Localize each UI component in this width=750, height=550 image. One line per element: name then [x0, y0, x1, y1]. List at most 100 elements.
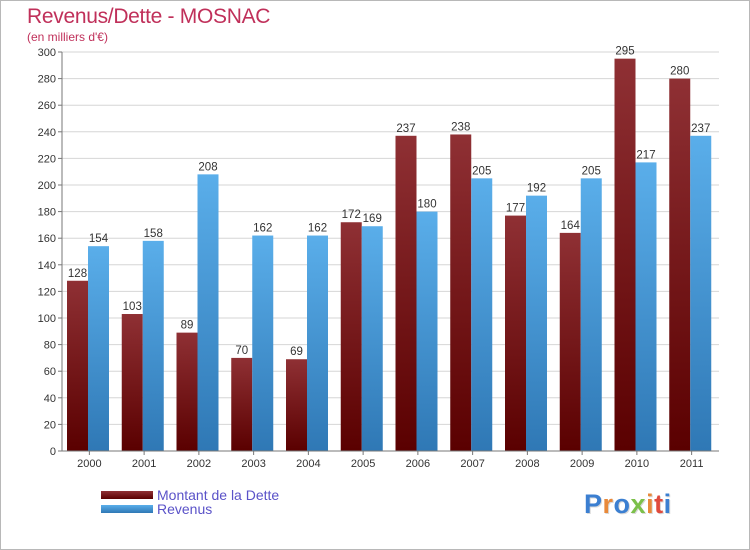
bar-revenus-2006 [416, 211, 438, 451]
bar-revenus-2001 [142, 240, 164, 451]
y-tick-label-60: 60 [44, 366, 56, 378]
y-axis-ticks: 0 20 40 60 80 100 120 140 160 180 200 220 240 260 280 3… [38, 47, 62, 458]
x-tick-label-2011: 2011 [680, 458, 704, 470]
value-label-revenus-2000: 154 [89, 233, 109, 245]
bar-dette-2002 [176, 332, 198, 451]
y-tick-label-300: 300 [38, 47, 56, 59]
y-tick-label-160: 160 [38, 233, 56, 245]
value-label-dette-2000: 128 [68, 268, 87, 280]
y-tick-label-260: 260 [38, 100, 56, 112]
value-label-dette-2001: 103 [123, 301, 142, 313]
bar-dette-2005 [340, 222, 362, 451]
legend-swatch-revenus [101, 505, 153, 513]
bar-dette-2006 [395, 135, 417, 452]
logo-letter: t [654, 489, 664, 519]
value-label-dette-2003: 70 [235, 345, 248, 357]
bar-revenus-2002 [197, 174, 219, 452]
bar-dette-2001 [121, 314, 143, 451]
y-tick-label-220: 220 [38, 153, 56, 165]
y-tick-label-100: 100 [38, 313, 56, 325]
logo-letter: r [602, 489, 614, 519]
y-tick-label-80: 80 [44, 340, 56, 352]
value-label-dette-2010: 295 [615, 46, 634, 58]
value-label-revenus-2005: 169 [363, 213, 382, 225]
legend-swatch-dette [101, 491, 153, 499]
axes [61, 52, 719, 452]
value-label-dette-2004: 69 [290, 346, 303, 358]
x-tick-label-2003: 2003 [241, 458, 265, 470]
bar-revenus-2003 [252, 235, 274, 451]
value-label-revenus-2007: 205 [472, 165, 491, 177]
bars [67, 58, 712, 452]
value-label-revenus-2004: 162 [308, 223, 327, 235]
value-label-revenus-2003: 162 [253, 223, 272, 235]
y-tick-label-40: 40 [44, 393, 56, 405]
grid-lines [62, 51, 719, 452]
x-tick-label-2004: 2004 [296, 458, 320, 470]
x-axis-ticks: 2000 2001 2002 2003 2004 2005 2006 2007 2008 2009… [77, 451, 703, 470]
value-label-dette-2006: 237 [396, 123, 415, 135]
y-tick-label-20: 20 [44, 419, 56, 431]
bar-dette-2010 [614, 58, 636, 452]
y-tick-label-120: 120 [38, 286, 56, 298]
x-tick-label-2010: 2010 [625, 458, 649, 470]
proxiti-logo: Proxiti [584, 489, 672, 520]
y-tick-label-0: 0 [50, 446, 56, 458]
value-label-dette-2005: 172 [342, 209, 361, 221]
legend-item-revenus: Revenus [101, 501, 212, 517]
value-labels: 128 154 103 158 89 208 70 162 69 162 172 169 237 180 2… [68, 46, 710, 359]
x-tick-label-2007: 2007 [460, 458, 484, 470]
legend-item-dette: Montant de la Dette [101, 487, 279, 503]
x-tick-label-2009: 2009 [570, 458, 594, 470]
y-tick-label-240: 240 [38, 127, 56, 139]
bar-dette-2007 [450, 134, 472, 451]
bar-revenus-2005 [361, 226, 383, 451]
chart-subtitle: (en milliers d'€) [27, 30, 108, 44]
bar-dette-2003 [231, 357, 253, 451]
value-label-dette-2011: 280 [670, 66, 689, 78]
x-tick-label-2002: 2002 [187, 458, 211, 470]
bar-revenus-2010 [635, 162, 657, 451]
logo-letter: o [613, 489, 631, 519]
bar-dette-2009 [559, 232, 581, 451]
bar-dette-2008 [505, 215, 526, 451]
bar-revenus-2011 [690, 135, 712, 452]
y-tick-label-280: 280 [38, 74, 56, 86]
x-tick-label-2001: 2001 [132, 458, 156, 470]
logo-letter: i [663, 489, 672, 519]
y-tick-label-140: 140 [38, 260, 56, 272]
logo-letter: i [646, 489, 655, 519]
y-tick-label-200: 200 [38, 180, 56, 192]
value-label-revenus-2001: 158 [144, 228, 163, 240]
bar-revenus-2000 [88, 246, 109, 451]
value-label-dette-2009: 164 [561, 220, 581, 232]
value-label-dette-2008: 177 [506, 203, 525, 215]
bar-revenus-2009 [580, 178, 602, 451]
x-tick-label-2000: 2000 [77, 458, 101, 470]
value-label-revenus-2008: 192 [527, 183, 546, 195]
bar-dette-2011 [669, 78, 691, 451]
logo-letter: P [584, 489, 603, 519]
value-label-revenus-2009: 205 [582, 165, 601, 177]
value-label-dette-2002: 89 [181, 320, 194, 332]
bar-revenus-2007 [471, 178, 493, 451]
x-tick-label-2006: 2006 [406, 458, 430, 470]
value-label-revenus-2002: 208 [198, 161, 217, 173]
chart-title: Revenus/Dette - MOSNAC [27, 5, 271, 28]
y-tick-label-180: 180 [38, 207, 56, 219]
bar-dette-2000 [67, 280, 88, 451]
value-label-dette-2007: 238 [451, 121, 470, 133]
legend-label-dette: Montant de la Dette [157, 487, 280, 503]
x-tick-label-2008: 2008 [515, 458, 539, 470]
logo-letter: x [630, 489, 647, 519]
value-label-revenus-2006: 180 [417, 199, 436, 211]
legend-label-revenus: Revenus [157, 501, 213, 517]
value-label-revenus-2011: 237 [691, 123, 710, 135]
x-tick-label-2005: 2005 [351, 458, 375, 470]
bar-revenus-2008 [526, 195, 547, 451]
bar-dette-2004 [286, 359, 307, 451]
value-label-revenus-2010: 217 [636, 149, 655, 161]
bar-revenus-2004 [307, 235, 328, 451]
